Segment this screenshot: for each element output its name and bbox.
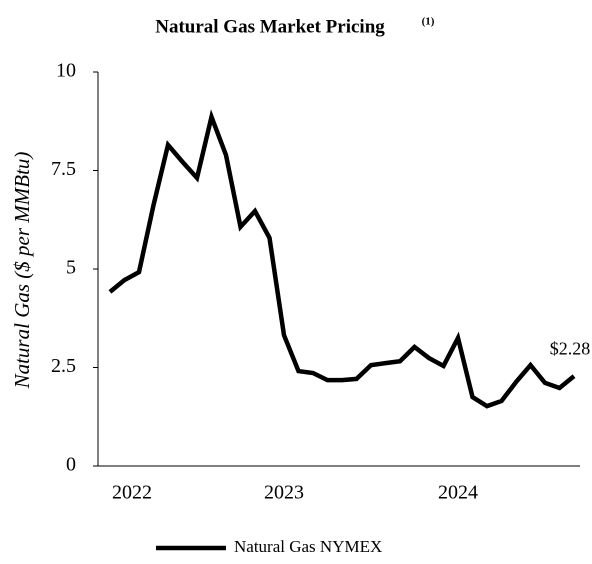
data-label: $2.28 — [550, 338, 591, 358]
y-tick-label: 0 — [66, 454, 76, 476]
y-tick-label: 10 — [56, 60, 76, 82]
y-axis-label: Natural Gas ($ per MMBtu) — [10, 152, 34, 390]
y-tick-label: 7.5 — [51, 158, 76, 180]
x-tick-label: 2024 — [438, 482, 478, 504]
x-tick-label: 2023 — [264, 482, 304, 504]
y-tick-label: 5 — [66, 257, 76, 279]
x-tick-label: 2022 — [112, 482, 152, 504]
title-footnote: (1) — [422, 16, 435, 28]
legend-label: Natural Gas NYMEX — [234, 537, 382, 556]
y-tick-label: 2.5 — [51, 355, 76, 377]
chart-title: Natural Gas Market Pricing — [155, 16, 385, 37]
line-series — [108, 109, 576, 409]
